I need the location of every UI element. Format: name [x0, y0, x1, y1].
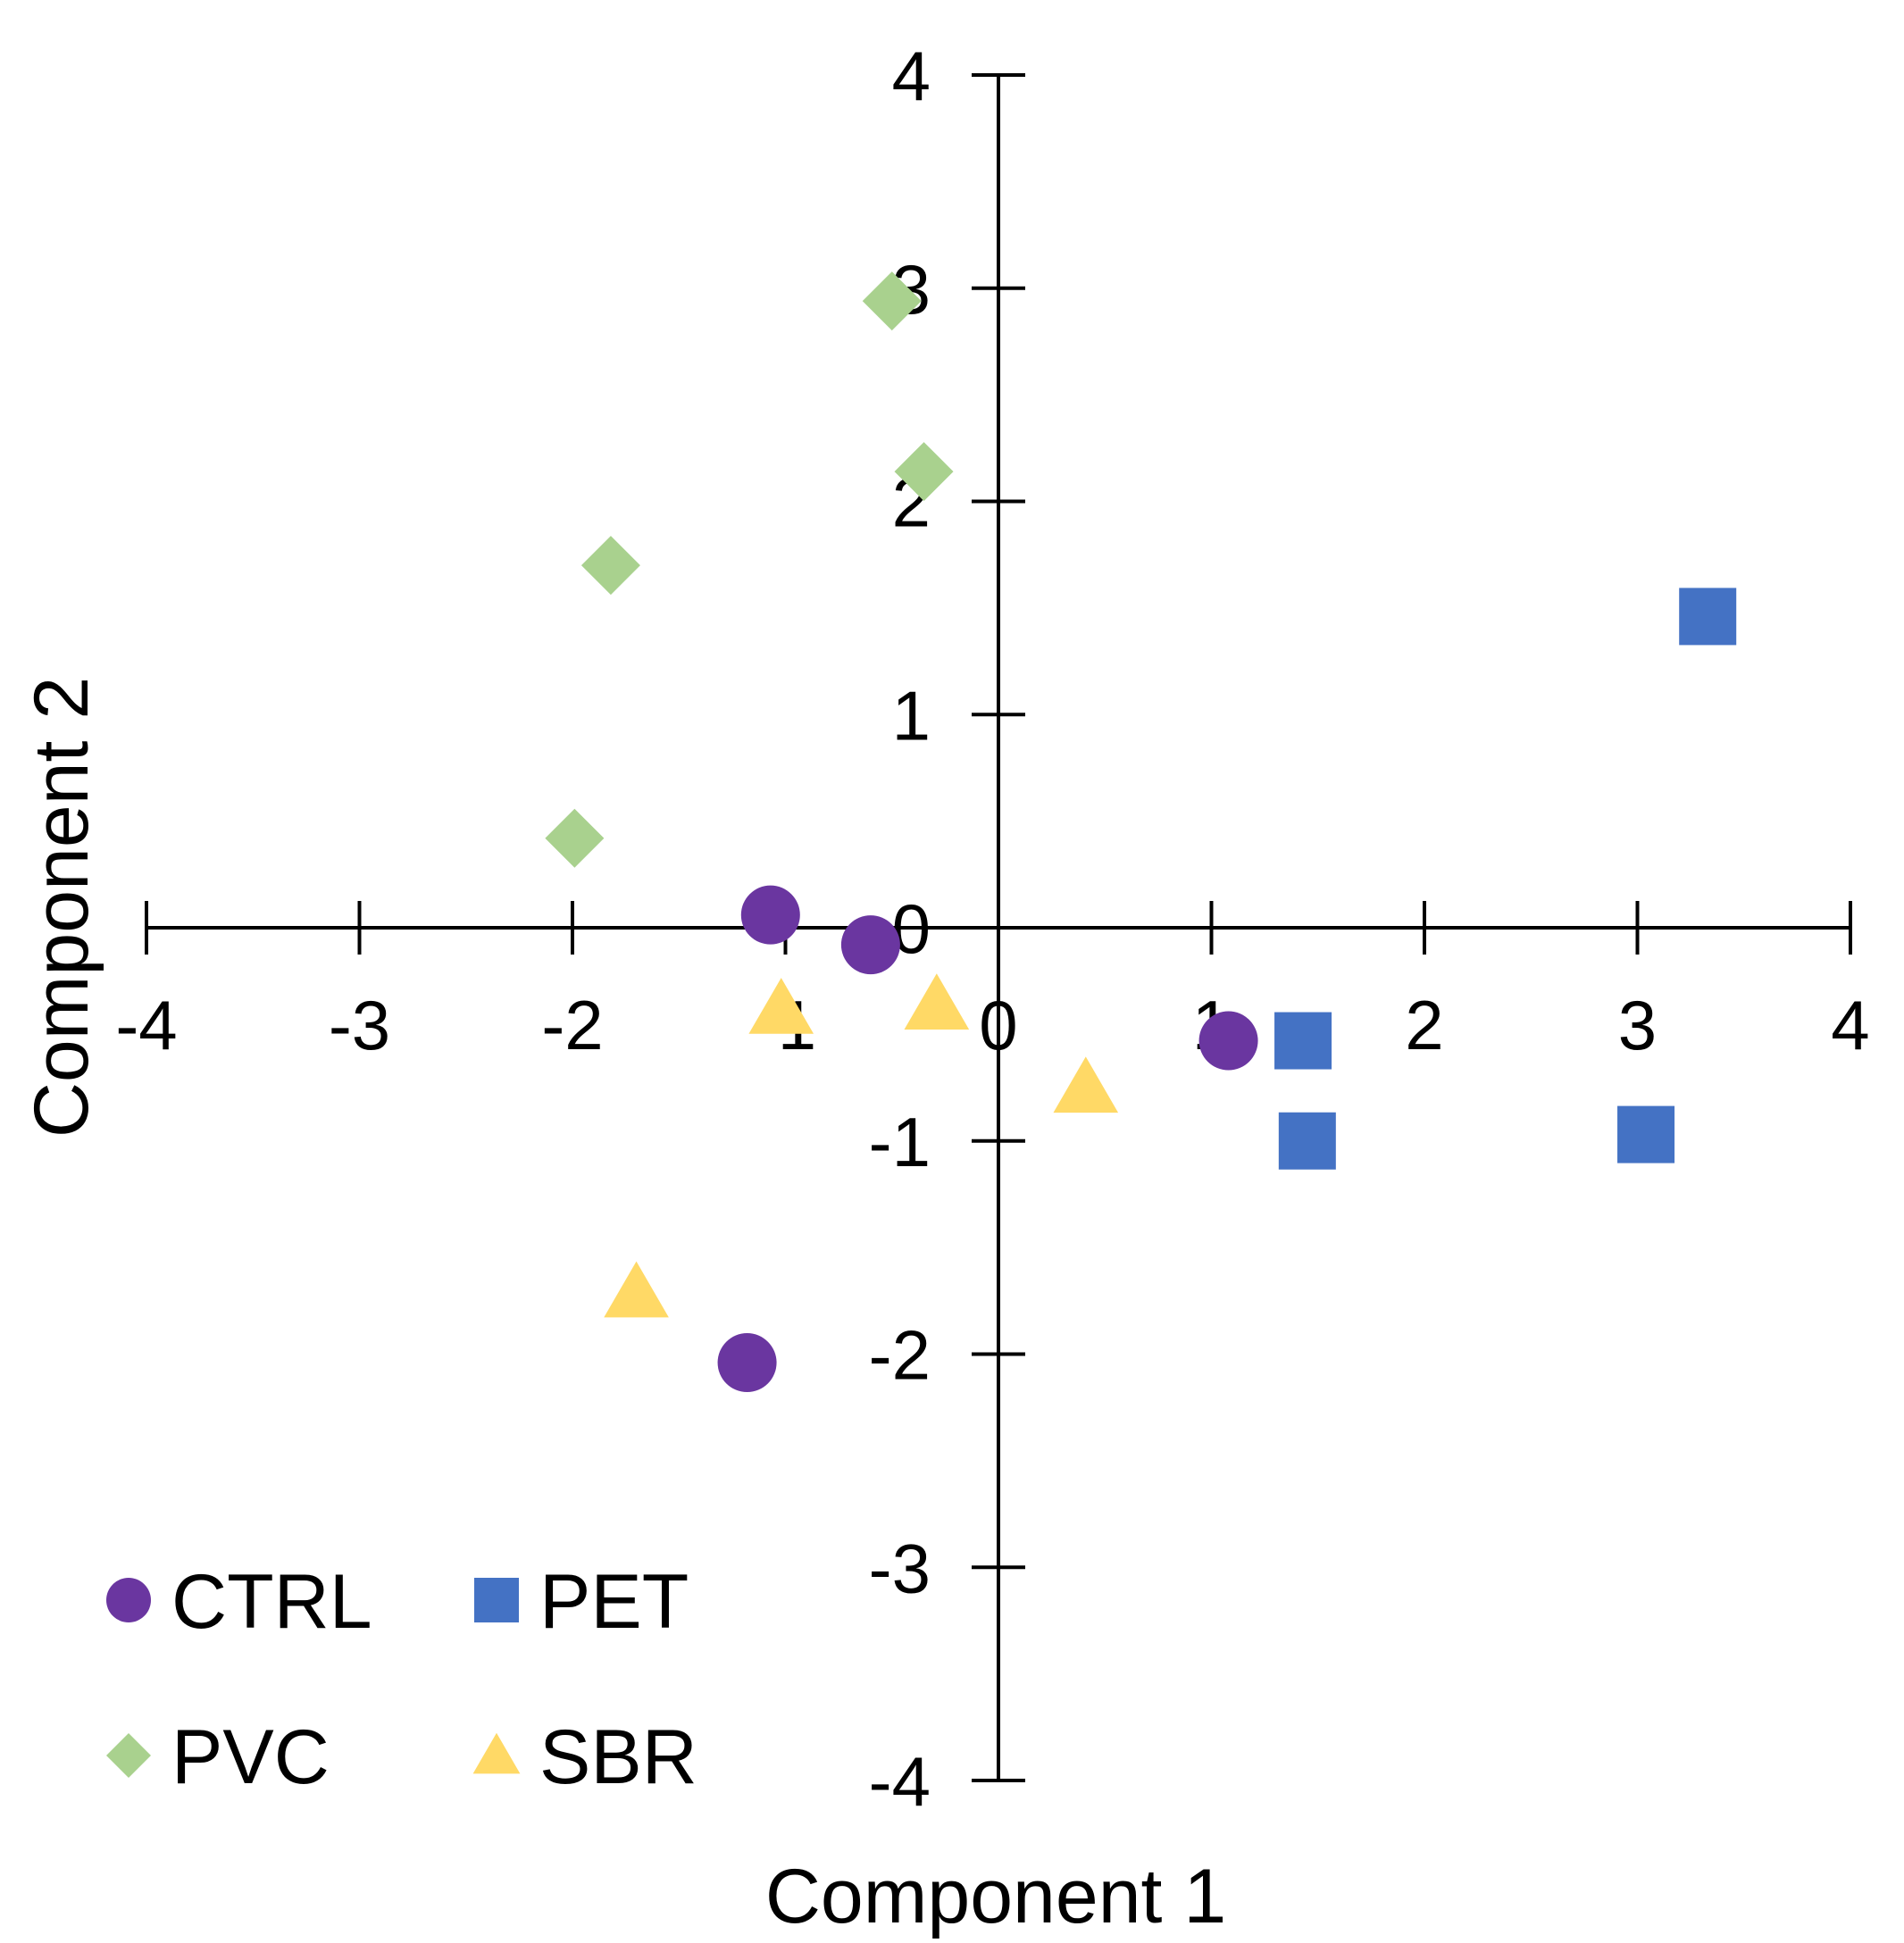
x-tick-label: 4: [1831, 986, 1869, 1064]
point-ctrl: [1198, 1011, 1258, 1071]
legend: CTRL PET PVC SBR: [106, 1559, 697, 1800]
x-tick-label: 2: [1405, 986, 1443, 1064]
y-tick-label: -2: [869, 1316, 931, 1395]
x-tick-label: -2: [541, 986, 603, 1064]
series-sbr: [604, 973, 1119, 1318]
y-tick-label: -1: [869, 1103, 931, 1181]
point-sbr: [748, 978, 814, 1034]
legend-swatch-pet: [474, 1578, 519, 1622]
point-ctrl: [840, 915, 900, 975]
series-ctrl: [717, 885, 1258, 1393]
legend-swatch-sbr: [472, 1732, 521, 1774]
y-axis-title: Component 2: [19, 677, 104, 1138]
y-tick-label: -4: [869, 1742, 931, 1821]
point-ctrl: [740, 885, 800, 945]
legend-swatch-ctrl: [106, 1578, 151, 1622]
point-pvc: [580, 536, 640, 596]
data-points: [545, 271, 1737, 1393]
series-pvc: [545, 271, 954, 868]
point-sbr: [604, 1261, 669, 1318]
x-tick-label: 3: [1618, 986, 1657, 1064]
legend-label: CTRL: [171, 1559, 372, 1645]
y-tick-label: 1: [892, 676, 931, 755]
legend-item-pet: PET: [474, 1559, 689, 1645]
x-tick-label: -3: [329, 986, 390, 1064]
point-ctrl: [717, 1333, 777, 1393]
x-axis-title: Component 1: [765, 1854, 1226, 1939]
x-tick-label: -4: [115, 986, 177, 1064]
point-sbr: [1053, 1056, 1119, 1113]
y-tick-label: 4: [892, 37, 931, 115]
legend-label: SBR: [539, 1714, 697, 1800]
point-pvc: [545, 808, 605, 868]
legend-item-pvc: PVC: [106, 1714, 330, 1800]
legend-item-sbr: SBR: [472, 1714, 697, 1800]
point-pvc: [862, 271, 922, 331]
y-tick-label: -3: [869, 1529, 931, 1607]
legend-label: PVC: [171, 1714, 330, 1800]
point-pet: [1617, 1105, 1675, 1163]
legend-swatch-pvc: [106, 1733, 151, 1778]
point-pet: [1274, 1012, 1332, 1070]
point-pet: [1278, 1112, 1336, 1170]
x-tick-label: 0: [979, 986, 1017, 1064]
point-sbr: [904, 973, 970, 1030]
point-pet: [1679, 588, 1737, 646]
series-pet: [1274, 588, 1737, 1170]
legend-label: PET: [539, 1559, 689, 1645]
legend-item-ctrl: CTRL: [106, 1559, 372, 1645]
point-pvc: [894, 442, 954, 502]
